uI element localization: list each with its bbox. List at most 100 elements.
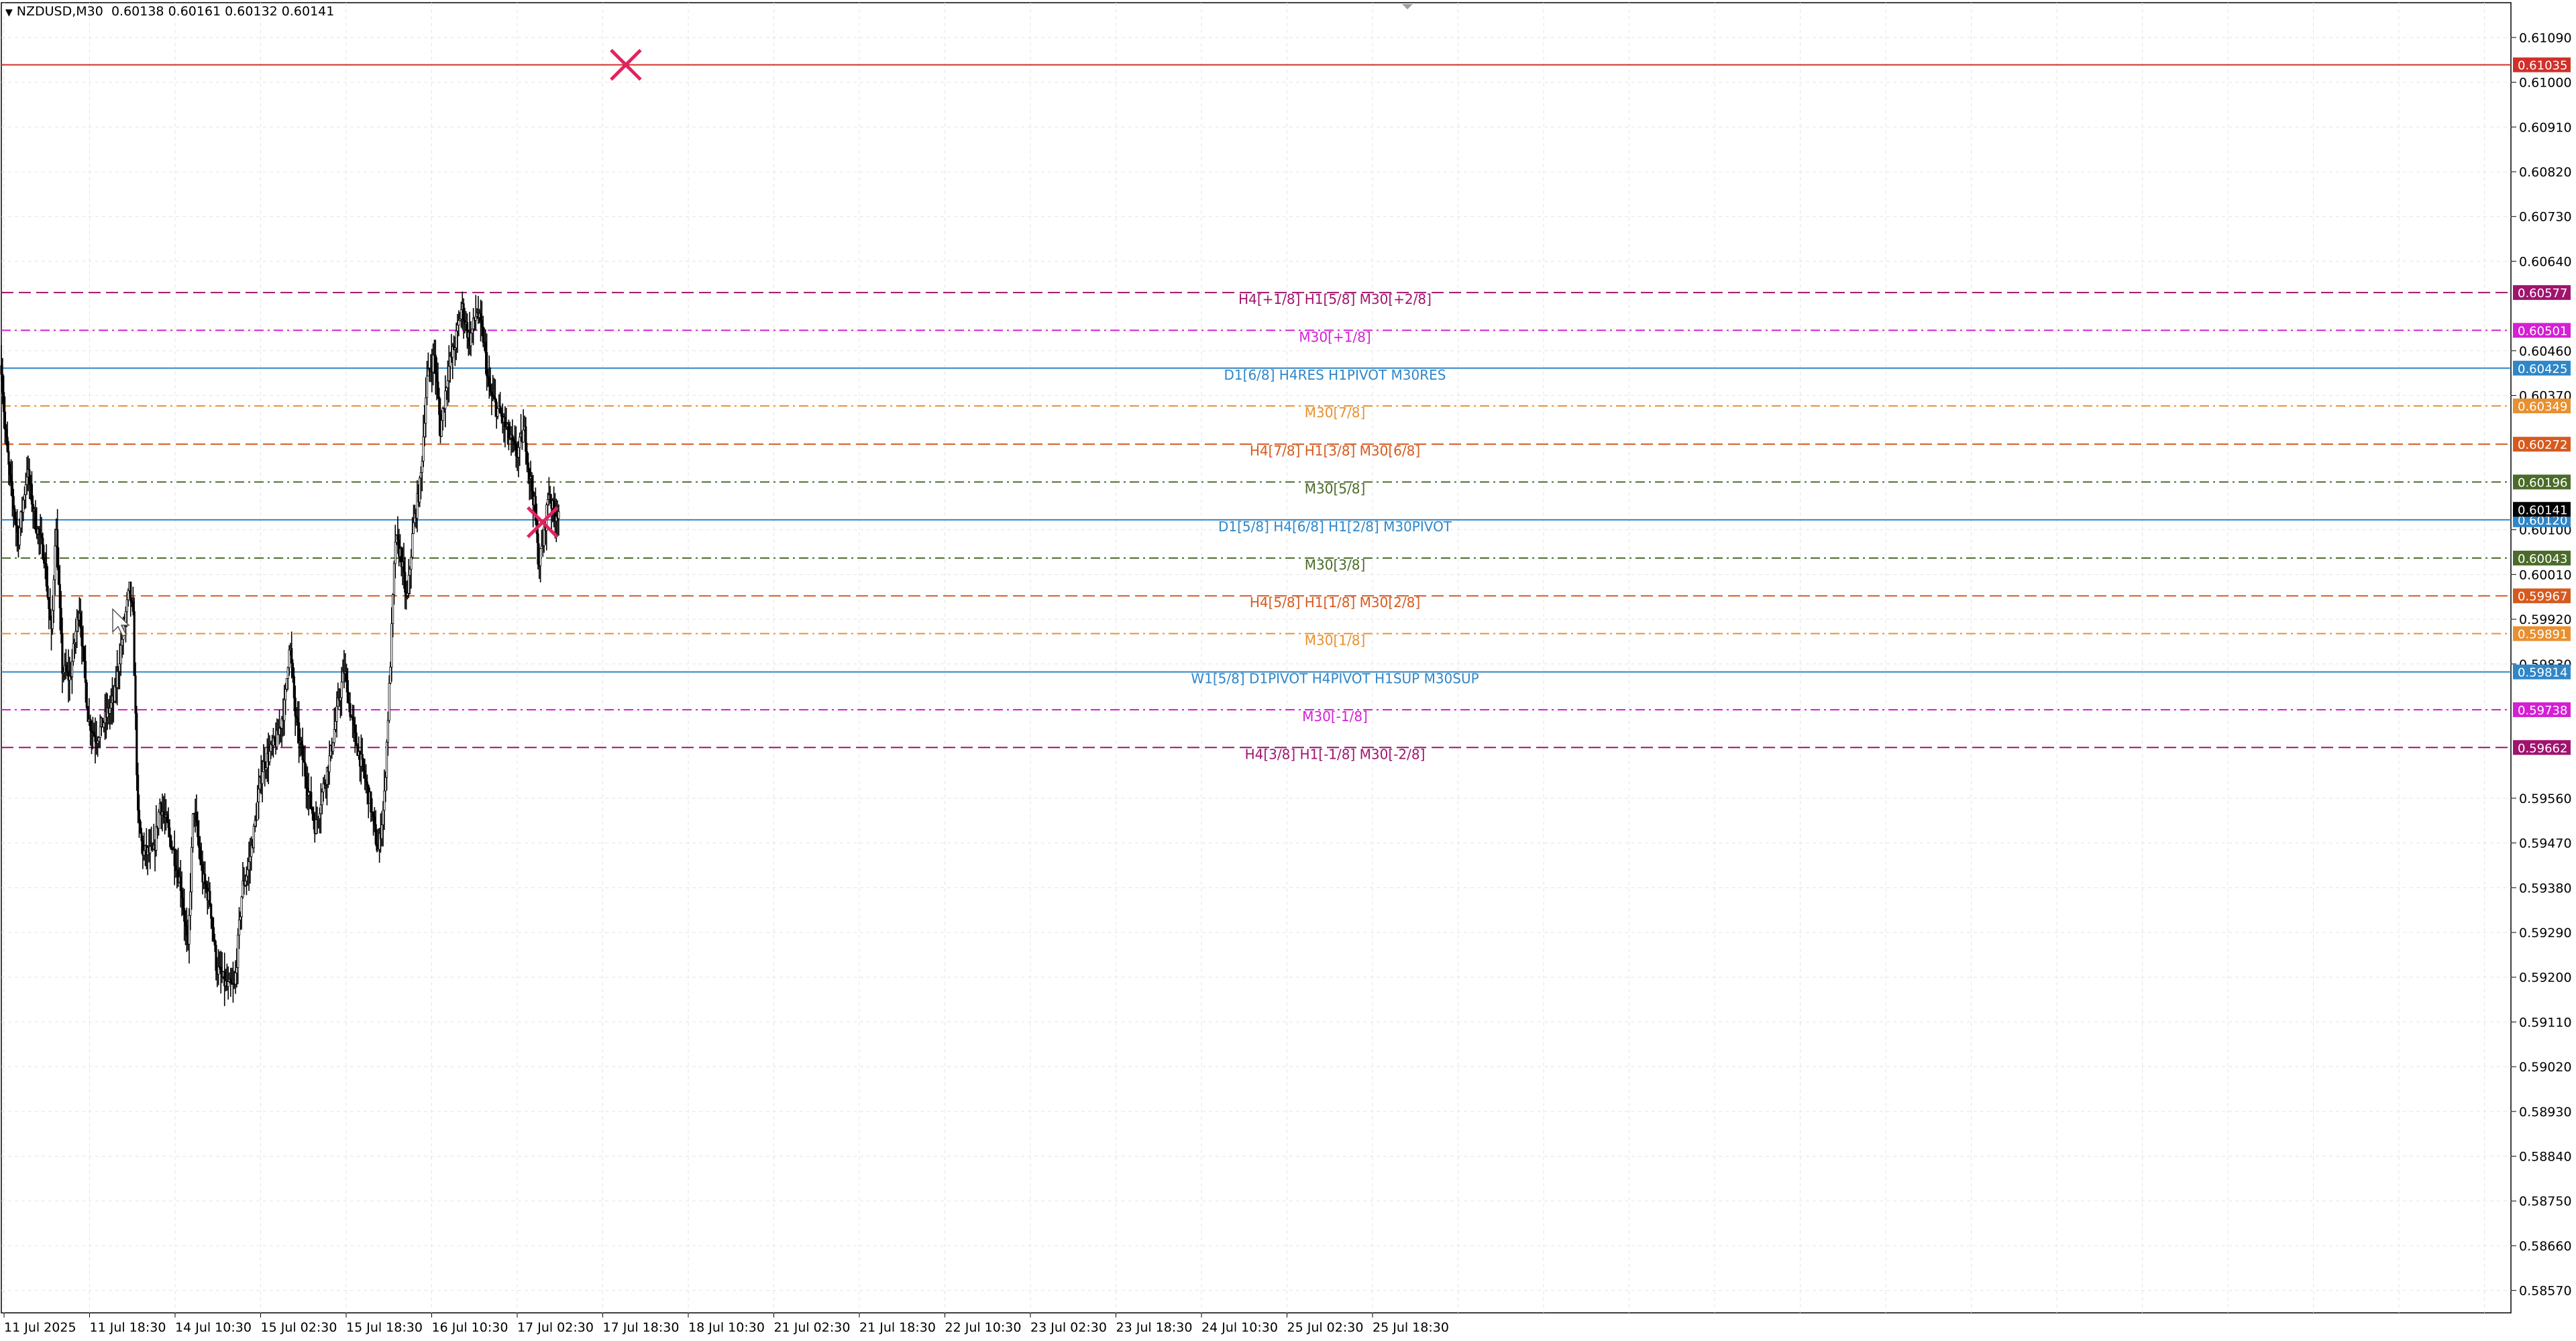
candle-body <box>446 380 449 388</box>
candle-body <box>205 883 208 889</box>
candle-body <box>462 303 465 321</box>
price-tag-label: 0.61035 <box>2518 59 2567 73</box>
candle-body <box>394 541 396 564</box>
y-tick-label: 0.61000 <box>2519 76 2572 91</box>
candle-body <box>425 375 429 398</box>
current-price-tag <box>2513 502 2571 517</box>
candle-body <box>517 447 520 458</box>
price-tag <box>2513 550 2571 566</box>
price-tag-label: 0.59891 <box>2518 628 2567 642</box>
candle-body <box>402 561 405 573</box>
price-tag <box>2513 626 2571 641</box>
candle-body <box>74 631 77 643</box>
y-tick-label: 0.58840 <box>2519 1150 2572 1165</box>
candle-body <box>409 569 411 576</box>
candle-body <box>490 391 493 396</box>
candle-body <box>235 967 238 973</box>
candle-body <box>537 533 539 565</box>
candle-body <box>237 919 241 936</box>
candle-body <box>134 675 137 714</box>
collapse-triangle-icon[interactable]: ▼ <box>5 7 13 18</box>
candle-body <box>294 698 297 717</box>
candle-body <box>217 966 220 975</box>
price-tag <box>2513 702 2571 717</box>
candle-body <box>79 612 82 629</box>
cross-marker <box>610 48 642 81</box>
candle-body <box>297 717 299 723</box>
candle-body <box>373 816 376 825</box>
candle-body <box>546 499 549 505</box>
candle-body <box>456 325 459 331</box>
candle-body <box>58 584 61 608</box>
candle-body <box>389 666 392 684</box>
candle-body <box>5 429 7 438</box>
candle-body <box>392 594 394 625</box>
candle-body <box>315 819 317 834</box>
candle-body <box>500 413 503 417</box>
y-tick-label: 0.59920 <box>2519 612 2572 627</box>
candle-body <box>522 429 525 443</box>
y-tick-label: 0.60640 <box>2519 254 2572 269</box>
candle-body <box>480 320 483 327</box>
candle-body <box>157 812 160 829</box>
candle-body <box>9 474 13 482</box>
candle-body <box>441 408 444 421</box>
candle-body <box>513 441 517 445</box>
candle-body <box>386 720 389 743</box>
candle-body <box>421 460 423 473</box>
candle-body <box>333 729 335 743</box>
x-tick-label: 21 Jul 02:30 <box>774 1320 851 1335</box>
candle-body <box>256 802 259 820</box>
x-tick-label: 15 Jul 18:30 <box>346 1320 423 1335</box>
candle-body <box>97 741 99 744</box>
candle-body <box>185 925 188 936</box>
candle-body <box>72 643 74 662</box>
y-tick-label: 0.58750 <box>2519 1194 2572 1209</box>
candle-body <box>486 352 488 376</box>
candle-body <box>361 753 364 760</box>
candle-body <box>264 767 268 770</box>
candle-body <box>286 667 289 679</box>
plot-frame <box>1 2 2512 1313</box>
x-tick-label: 11 Jul 18:30 <box>90 1320 166 1335</box>
cross-marker <box>527 506 559 539</box>
candle-body <box>335 706 338 722</box>
candle-body <box>557 511 560 519</box>
candle-body <box>504 417 506 427</box>
candle-body <box>129 582 132 602</box>
price-tag-label: 0.60120 <box>2518 514 2567 528</box>
candle-body <box>291 663 294 677</box>
grid <box>1 2 2512 1313</box>
candle-body <box>362 759 365 771</box>
candle-body <box>197 821 199 837</box>
candle-body <box>339 697 342 701</box>
candle-body <box>83 646 86 661</box>
y-tick-label: 0.59290 <box>2519 926 2572 941</box>
candle-body <box>345 672 348 681</box>
y-tick-label: 0.59380 <box>2519 881 2572 896</box>
level-label: H4[+1/8] H1[5/8] M30[+2/8] <box>1238 291 1432 307</box>
candle-body <box>234 972 237 985</box>
candle-body <box>252 826 255 849</box>
candle-body <box>7 451 10 465</box>
candle-body <box>404 572 407 593</box>
y-tick-label: 0.59110 <box>2519 1015 2572 1030</box>
candle-body <box>103 722 105 728</box>
candle-body <box>28 469 31 484</box>
candle-body <box>458 320 460 325</box>
level-label: D1[6/8] H4RES H1PIVOT M30RES <box>1224 367 1446 383</box>
candle-body <box>451 346 454 358</box>
price-tag <box>2513 664 2571 680</box>
candle-body <box>149 846 152 853</box>
candle-body <box>211 918 214 928</box>
candle-body <box>406 593 409 596</box>
x-tick-label: 22 Jul 10:30 <box>945 1320 1022 1335</box>
x-tick-label: 25 Jul 18:30 <box>1373 1320 1449 1335</box>
candle-body <box>364 770 366 780</box>
candle-body <box>321 792 323 806</box>
candle-body <box>60 607 62 635</box>
candle-body <box>507 423 510 438</box>
y-tick-label: 0.60910 <box>2519 120 2572 135</box>
